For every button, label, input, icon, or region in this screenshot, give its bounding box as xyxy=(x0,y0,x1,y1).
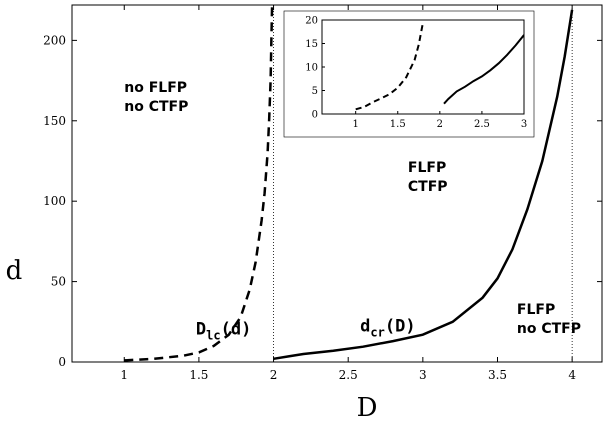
series-line xyxy=(124,5,274,362)
inset-border xyxy=(283,10,535,138)
region-label: FLFP CTFP xyxy=(408,160,448,195)
x-tick-label: 3 xyxy=(419,368,427,382)
region-label: FLFP no CTFP xyxy=(517,302,581,337)
x-axis-title: D xyxy=(357,393,378,422)
inset-x-tick-label: 1.5 xyxy=(390,119,406,130)
x-tick-label: 2.5 xyxy=(339,368,358,382)
inset-series-line xyxy=(355,22,424,111)
x-tick-label: 1 xyxy=(120,368,128,382)
curve-label: dcr(D) xyxy=(360,316,415,339)
plot-frame xyxy=(71,4,603,363)
inset-series-line xyxy=(443,34,524,105)
y-tick-label: 0 xyxy=(58,355,66,369)
x-tick-label: 4 xyxy=(568,368,576,382)
y-tick-label: 50 xyxy=(51,275,66,289)
series-line xyxy=(273,9,574,361)
x-tick-label: 2 xyxy=(270,368,278,382)
x-tick-label: 1.5 xyxy=(189,368,208,382)
inset-y-tick-label: 15 xyxy=(305,39,318,50)
inset-x-tick-label: 3 xyxy=(521,119,527,130)
inset-plot: 1 1.5 2 2.5 3 0 5 10 15 20 xyxy=(283,10,535,138)
region-label: no FLFP no CTFP xyxy=(124,80,188,115)
y-tick-label: 200 xyxy=(43,33,66,47)
y-axis-title: d xyxy=(6,256,23,286)
x-tick-label: 3.5 xyxy=(488,368,507,382)
curve-label: Dlc(d) xyxy=(196,320,251,343)
inset-y-tick-label: 0 xyxy=(312,110,318,121)
inset-x-tick-label: 1 xyxy=(352,119,358,130)
inset-x-tick-label: 2.5 xyxy=(474,119,490,130)
y-tick-label: 150 xyxy=(43,114,66,128)
inset-y-tick-label: 20 xyxy=(305,16,318,27)
inset-x-tick-label: 2 xyxy=(437,119,443,130)
inset-y-tick-label: 10 xyxy=(305,63,318,74)
y-tick-label: 100 xyxy=(43,194,66,208)
inset-y-tick-label: 5 xyxy=(312,86,318,97)
